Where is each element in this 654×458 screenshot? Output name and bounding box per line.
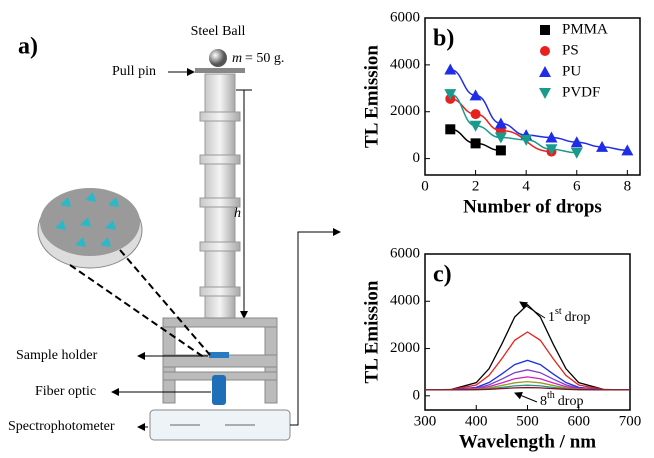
annotation-num: 1 — [548, 310, 555, 325]
y-axis-label: TL Emission — [361, 280, 382, 383]
figure: a) Steel Ball m = 50 g. Pull pin h Sampl… — [0, 0, 654, 458]
x-axis-label: Number of drops — [463, 196, 602, 217]
link-arrow — [290, 232, 340, 425]
panel-label: a) — [18, 34, 38, 60]
panel-label: b) — [433, 26, 454, 52]
diagram: a) Steel Ball m = 50 g. Pull pin h Sampl… — [8, 24, 340, 440]
y-tick-label: 0 — [413, 387, 421, 403]
y-axis-label: TL Emission — [361, 45, 382, 148]
panel-label: c) — [433, 262, 452, 288]
fiber-optic — [212, 375, 226, 405]
marker — [445, 124, 455, 134]
annotation-text: drop — [565, 310, 591, 325]
x-tick-label: 700 — [619, 413, 642, 429]
legend-label: PS — [562, 42, 579, 58]
pull-pin — [195, 68, 245, 73]
legend-marker — [539, 88, 551, 99]
x-tick-label: 8 — [624, 178, 632, 194]
pin-label: Pull pin — [112, 64, 156, 79]
x-tick-label: 500 — [516, 413, 539, 429]
legend-marker — [540, 25, 550, 35]
annotation-num: 8 — [540, 394, 547, 409]
sample-holder — [209, 352, 229, 358]
marker — [496, 145, 506, 155]
ball-label: Steel Ball — [191, 24, 246, 39]
y-tick-label: 0 — [413, 150, 421, 166]
x-tick-label: 6 — [573, 178, 581, 194]
y-tick-label: 4000 — [390, 293, 420, 309]
y-tick-label: 4000 — [390, 56, 420, 72]
x-tick-label: 0 — [421, 178, 429, 194]
annotation-sup: th — [547, 390, 555, 401]
y-tick-label: 6000 — [390, 245, 420, 261]
mass-symbol: m — [232, 51, 242, 66]
marker — [471, 109, 481, 119]
annotation-text: drop — [558, 394, 584, 409]
steel-ball — [209, 49, 227, 67]
x-tick-label: 600 — [568, 413, 591, 429]
marker — [471, 138, 481, 148]
legend-label: PU — [562, 63, 581, 79]
annotation-arrow — [515, 393, 537, 402]
x-tick-label: 4 — [522, 178, 530, 194]
marker — [444, 64, 456, 75]
y-tick-label: 2000 — [390, 340, 420, 356]
annotation-sup: st — [555, 306, 562, 317]
holder-label: Sample holder — [16, 348, 98, 363]
annotation-arrow — [520, 302, 545, 318]
x-tick-label: 300 — [414, 413, 437, 429]
legend-label: PVDF — [562, 84, 600, 100]
y-tick-label: 6000 — [390, 9, 420, 25]
legend-label: PMMA — [562, 21, 608, 37]
x-tick-label: 2 — [472, 178, 480, 194]
zoom-line — [70, 265, 205, 358]
x-axis-label: Wavelength / nm — [459, 431, 596, 452]
series-line — [450, 94, 576, 153]
spectro-label: Spectrophotometer — [8, 419, 115, 434]
legend-marker — [540, 46, 550, 56]
height-label: h — [234, 206, 241, 221]
x-tick-label: 400 — [465, 413, 488, 429]
fiber-label: Fiber optic — [35, 384, 96, 399]
y-tick-label: 2000 — [390, 103, 420, 119]
mass-label: = 50 g. — [245, 51, 284, 66]
legend-marker — [539, 66, 551, 77]
